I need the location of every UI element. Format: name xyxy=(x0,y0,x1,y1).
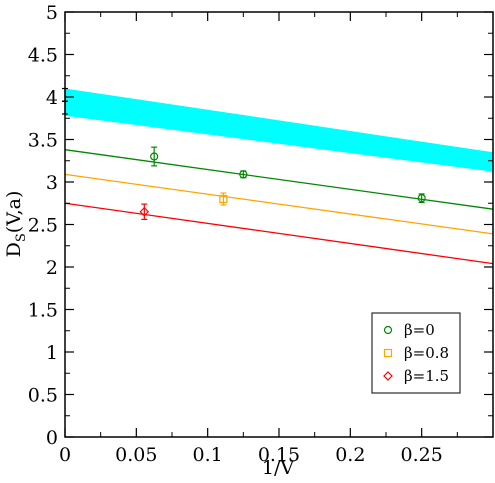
y-axis-label-main: D xyxy=(3,242,25,257)
y-tick-label: 0.5 xyxy=(28,385,58,407)
y-tick-label: 3 xyxy=(46,172,58,194)
y-tick-label: 4 xyxy=(46,87,58,109)
x-tick-label: 0.2 xyxy=(335,444,365,466)
y-tick-label: 2 xyxy=(46,257,58,279)
data-point-series-1-0 xyxy=(219,194,228,204)
plot-area xyxy=(62,87,494,265)
fit-line-series-1 xyxy=(64,173,494,235)
legend-label-beta-1-5: β=1.5 xyxy=(404,367,449,385)
x-axis-label: 1/V xyxy=(262,457,294,479)
x-tick-label: 0.15 xyxy=(258,444,300,466)
data-point-series-0-2 xyxy=(417,194,426,203)
data-point-series-0-1 xyxy=(239,170,248,179)
y-tick-label: 4.5 xyxy=(28,45,58,67)
y-axis-label-suffix: (V,a) xyxy=(3,191,25,234)
y-tick-label: 2.5 xyxy=(28,215,58,237)
legend: β=0 β=0.8 β=1.5 xyxy=(371,312,461,394)
data-point-series-0-0 xyxy=(150,152,159,161)
y-tick-label: 1 xyxy=(46,342,58,364)
uncertainty-band xyxy=(65,88,493,172)
x-tick-label: 0.25 xyxy=(401,444,443,466)
y-tick-label: 5 xyxy=(46,2,58,24)
x-tick-label: 0.1 xyxy=(193,444,223,466)
x-tick-label: 0.05 xyxy=(115,444,157,466)
y-tick-label: 0 xyxy=(46,427,58,449)
y-axis-label: DS(V,a) xyxy=(3,191,29,258)
legend-marker-beta-0 xyxy=(383,325,393,335)
fit-line-series-2 xyxy=(64,202,494,265)
axes: 0 0.05 0.1 0.15 0.2 0.25 0 0.5 1 1.5 2 2.5 3 3.5 4 4.5 5 xyxy=(28,2,493,466)
y-tick-label: 1.5 xyxy=(28,300,58,322)
data-point-series-2-0 xyxy=(139,206,150,217)
legend-label-beta-0-8: β=0.8 xyxy=(404,344,449,362)
y-axis-label-subscript: S xyxy=(14,233,29,242)
x-tick-label: 0 xyxy=(59,444,71,466)
y-tick-label: 3.5 xyxy=(28,130,58,152)
legend-marker-beta-0-8 xyxy=(383,348,393,358)
legend-label-beta-0: β=0 xyxy=(404,321,435,339)
legend-marker-beta-1-5 xyxy=(383,371,393,381)
